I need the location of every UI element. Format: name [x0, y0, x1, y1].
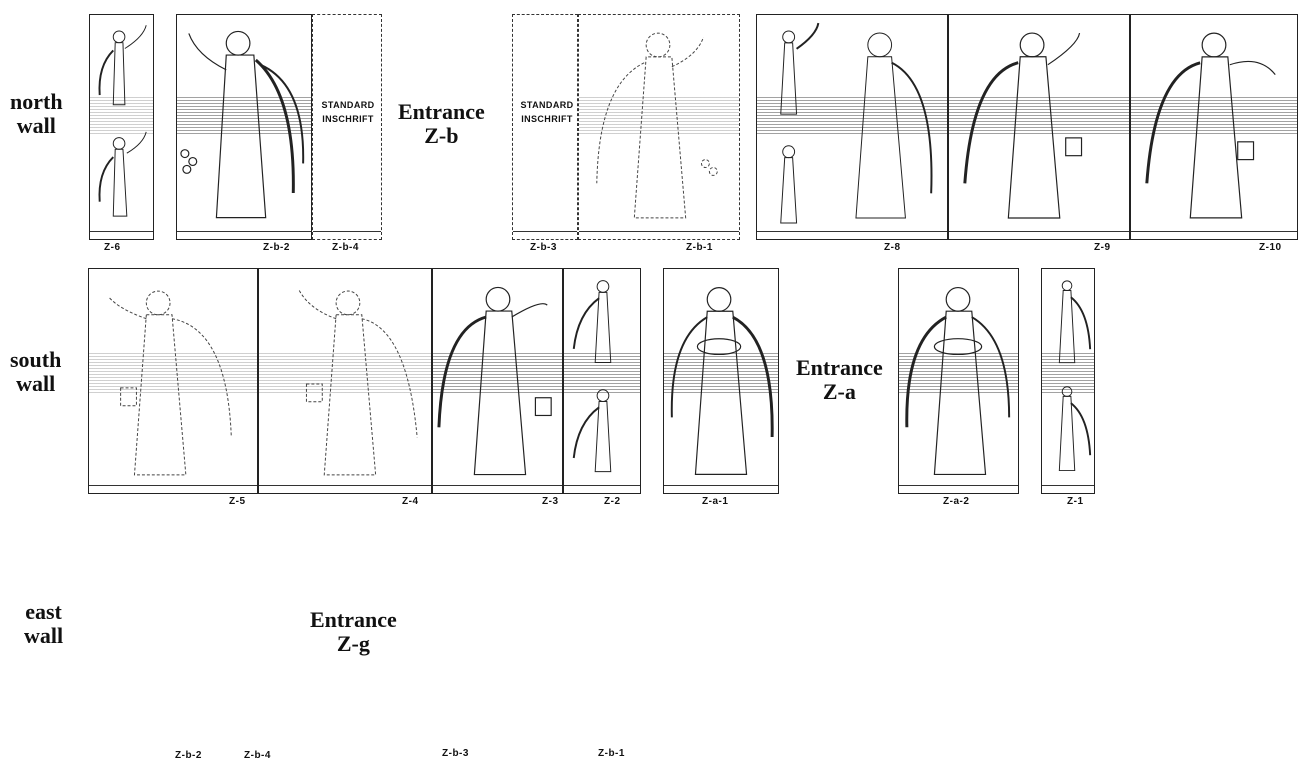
slab-code-z-b-2: Z-b-2: [263, 242, 290, 253]
relief-slab-z-10: [1130, 14, 1298, 240]
winged-genie-icon: [596, 32, 718, 219]
slab-code-z-b-4: Z-b-4: [332, 242, 359, 253]
winged-genie-icon: [670, 287, 774, 475]
winged-genie-icon: [437, 286, 552, 476]
slab-code-z-5: Z-5: [229, 496, 246, 507]
relief-slab-z-6: [89, 14, 154, 240]
relief-slab-z-5: [88, 268, 258, 494]
winged-genie-icon: [780, 22, 933, 224]
relief-slab-z-b-3: [512, 14, 578, 240]
slab-code-z-8: Z-8: [884, 242, 901, 253]
winged-genie-icon: [298, 288, 418, 476]
relief-slab-z-9: [948, 14, 1130, 240]
slab-code-z-a-2: Z-a-2: [943, 496, 970, 507]
standard-inscription-left: STANDARD INSCHRIFT: [321, 100, 375, 124]
relief-slab-z-b-4: [312, 14, 382, 240]
slab-code-z-10: Z-10: [1259, 242, 1282, 253]
entrance-z-a-label: Entrance Z-a: [796, 355, 883, 404]
winged-genie-icon: [180, 30, 305, 219]
winged-genie-icon: [1145, 32, 1276, 219]
relief-slab-z-b-1: [578, 14, 740, 240]
relief-slab-z-2: [563, 268, 641, 494]
winged-genie-icon: [108, 290, 232, 476]
slab-code-z-a-1: Z-a-1: [702, 496, 729, 507]
entrance-z-b-label: Entrance Z-b: [398, 99, 485, 148]
east-code-z-b-3: Z-b-3: [442, 748, 469, 759]
relief-slab-z-b-2: [176, 14, 312, 240]
genie-figure-icon: [572, 280, 612, 473]
east-code-z-b-2: Z-b-2: [175, 750, 202, 761]
relief-slab-z-3: [432, 268, 563, 494]
slab-code-z-9: Z-9: [1094, 242, 1111, 253]
genie-figure-icon: [1058, 280, 1092, 472]
winged-genie-icon: [963, 32, 1083, 219]
east-code-z-b-4: Z-b-4: [244, 750, 271, 761]
standard-inscription-right: STANDARD INSCHRIFT: [520, 100, 574, 124]
slab-code-z-3: Z-3: [542, 496, 559, 507]
entrance-z-g-label: Entrance Z-g: [310, 607, 397, 656]
relief-slab-z-4: [258, 268, 432, 494]
slab-code-z-b-3: Z-b-3: [530, 242, 557, 253]
winged-genie-icon: [905, 286, 1011, 476]
slab-code-z-6: Z-6: [104, 242, 121, 253]
slab-code-z-1: Z-1: [1067, 496, 1084, 507]
slab-code-z-b-1: Z-b-1: [686, 242, 713, 253]
east-wall-label: east wall: [24, 599, 64, 648]
relief-slab-z-a-2: [898, 268, 1019, 494]
relief-slab-z-8: [756, 14, 948, 240]
south-wall-label: south wall: [10, 347, 62, 396]
slab-code-z-2: Z-2: [604, 496, 621, 507]
east-code-z-b-1: Z-b-1: [598, 748, 625, 759]
slab-code-z-4: Z-4: [402, 496, 419, 507]
relief-slab-z-a-1: [663, 268, 779, 494]
north-wall-label: north wall: [10, 89, 63, 138]
genie-figure-icon: [98, 25, 147, 217]
relief-slab-z-1: [1041, 268, 1095, 494]
